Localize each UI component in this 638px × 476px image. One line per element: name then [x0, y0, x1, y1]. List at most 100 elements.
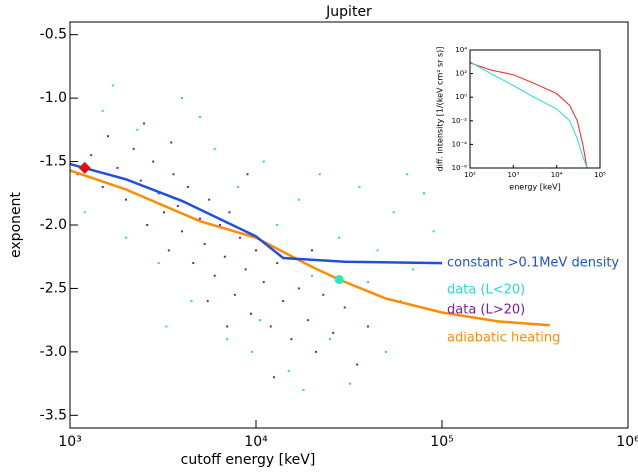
y-tick-label: 10⁻⁶: [452, 164, 468, 172]
legend-label: data (L<20): [447, 283, 525, 298]
scatter-point: [282, 300, 285, 303]
line: [69, 169, 550, 327]
scatter-point: [422, 192, 425, 195]
y-tick-label: 10⁻²: [452, 117, 468, 125]
y-tick-label: 10⁻⁴: [452, 140, 468, 148]
y-tick-label: 10⁰: [455, 93, 467, 101]
scatter-point: [203, 243, 206, 246]
scatter-point: [412, 268, 415, 271]
scatter-point: [132, 147, 135, 150]
y-tick-label: 10⁴: [455, 46, 467, 54]
scatter-point: [406, 173, 409, 176]
scatter-point: [143, 122, 146, 125]
scatter-point: [366, 325, 369, 328]
y-tick-label: -3.0: [40, 344, 67, 360]
scatter-point: [199, 217, 202, 220]
y-tick-label: -2.0: [40, 217, 67, 233]
y-tick-label: -1.5: [40, 154, 67, 170]
marker: [334, 275, 344, 285]
line: [69, 162, 443, 265]
x-tick-label: 10³: [507, 171, 519, 179]
scatter-point: [199, 116, 202, 119]
scatter-point: [238, 236, 241, 239]
y-tick-label: 10²: [455, 70, 467, 78]
line: [469, 61, 588, 169]
scatter-point: [262, 160, 265, 163]
scatter-point: [167, 249, 170, 252]
scatter-point: [314, 350, 317, 353]
scatter-point: [250, 312, 253, 315]
scatter-point: [180, 230, 183, 233]
plot-frame: [69, 21, 629, 429]
scatter-point: [192, 262, 195, 265]
scatter-point: [287, 369, 290, 372]
scatter-point: [338, 236, 341, 239]
scatter-point: [322, 293, 325, 296]
scatter-point: [206, 300, 209, 303]
chart-title: Jupiter: [325, 4, 372, 20]
scatter-point: [213, 147, 216, 150]
scatter-point: [106, 135, 109, 138]
legend-label: constant >0.1MeV density: [447, 256, 619, 271]
scatter-point: [146, 224, 149, 226]
scatter-point: [306, 319, 309, 322]
y-tick-label: -1.0: [40, 90, 67, 106]
scatter-point: [343, 306, 346, 309]
scatter-point: [276, 224, 279, 226]
y-tick-label: -2.5: [40, 280, 67, 296]
scatter-point: [358, 185, 361, 188]
scatter-point: [310, 274, 313, 277]
marker: [78, 161, 91, 174]
scatter-point: [180, 97, 183, 100]
x-tick-label: 10⁴: [551, 171, 563, 179]
x-tick-label: 10⁴: [244, 434, 268, 450]
legend-label: data (L>20): [447, 303, 525, 318]
y-tick-label: -0.5: [40, 27, 67, 43]
scatter-point: [116, 166, 119, 169]
scatter-point: [236, 185, 239, 188]
scatter-point: [273, 376, 276, 379]
scatter-point: [213, 274, 216, 277]
scatter-point: [385, 350, 388, 353]
line: [469, 62, 588, 169]
scatter-point: [392, 211, 395, 214]
scatter-point: [332, 331, 335, 334]
y-axis-label: exponent: [8, 192, 24, 258]
x-tick-label: 10²: [464, 171, 476, 179]
inset-background: [470, 50, 600, 168]
scatter-point: [124, 236, 127, 239]
scatter-point: [157, 192, 160, 195]
y-tick-label: -3.5: [40, 407, 67, 423]
scatter-point: [297, 287, 300, 290]
x-tick-label: 10⁶: [616, 434, 638, 450]
scatter-point: [310, 249, 313, 252]
scatter-point: [101, 185, 104, 188]
scatter-point: [90, 154, 93, 157]
scatter-point: [218, 224, 221, 226]
scatter-point: [246, 173, 249, 176]
scatter-point: [228, 211, 231, 214]
x-tick-label: 10⁵: [430, 434, 453, 450]
scatter-point: [223, 255, 226, 258]
scatter-point: [139, 179, 142, 182]
scatter-point: [226, 338, 229, 341]
scatter-point: [262, 281, 265, 284]
scatter-point: [290, 338, 293, 341]
scatter-point: [318, 173, 321, 176]
scatter-point: [190, 300, 193, 303]
scatter-point: [432, 230, 435, 233]
legend-label: adiabatic heating: [447, 331, 560, 346]
scatter-point: [101, 109, 104, 112]
scatter-point: [356, 363, 359, 366]
scatter-point: [136, 128, 139, 131]
scatter-point: [250, 350, 253, 353]
scatter-point: [172, 173, 175, 176]
scatter-point: [233, 293, 236, 296]
scatter-point: [165, 325, 168, 328]
inset-y-label: diff. intensity [1/(keV cm² sr s)]: [436, 47, 445, 172]
scatter-point: [366, 281, 369, 284]
scatter-point: [157, 262, 160, 265]
scatter-point: [208, 198, 211, 201]
main-plot: 10³ 10⁴ 10⁵ 10⁶ -0.5 -1.0 -1.5 -2.0 -2.5 -3.0 -3.5: [40, 27, 638, 450]
scatter-point: [348, 382, 351, 385]
